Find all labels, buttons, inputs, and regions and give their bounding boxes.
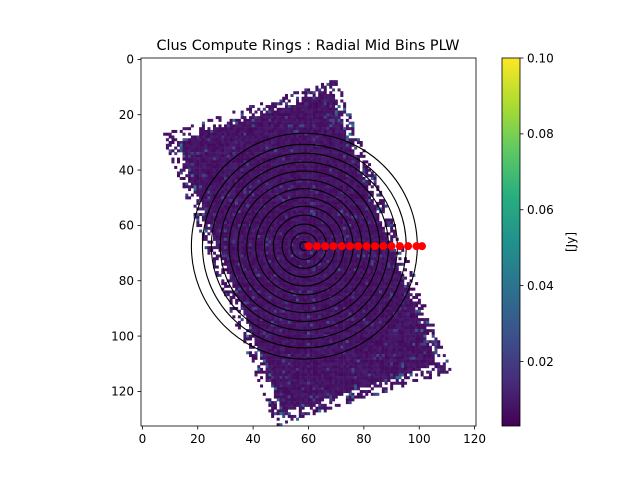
colorbar-frame bbox=[501, 57, 521, 427]
colorbar-gradient bbox=[502, 58, 520, 426]
bin-marker bbox=[329, 242, 338, 251]
bin-marker bbox=[346, 242, 355, 251]
bin-marker bbox=[337, 242, 346, 251]
y-tick-label: 20 bbox=[119, 108, 134, 122]
y-tick-label: 0 bbox=[126, 53, 134, 67]
y-tick-label: 120 bbox=[111, 385, 134, 399]
x-tick-label: 0 bbox=[139, 432, 147, 446]
colorbar-label: [Jy] bbox=[564, 232, 578, 252]
x-axis: 0 20 40 60 80 100 120 bbox=[139, 426, 486, 446]
colorbar-ticks: 0.02 0.04 0.06 0.08 0.10 bbox=[520, 51, 554, 369]
bin-marker bbox=[387, 242, 396, 251]
bin-marker bbox=[412, 242, 421, 251]
bin-markers-layer bbox=[304, 242, 427, 251]
bin-marker bbox=[418, 242, 427, 251]
bin-marker bbox=[362, 242, 371, 251]
bin-marker bbox=[304, 242, 313, 251]
colorbar-tick-label: 0.08 bbox=[527, 127, 554, 141]
bin-marker bbox=[395, 242, 404, 251]
x-tick-label: 40 bbox=[245, 432, 260, 446]
plot-area bbox=[140, 57, 477, 427]
chart-title: Clus Compute Rings : Radial Mid Bins PLW bbox=[157, 38, 460, 54]
colorbar-tick-label: 0.04 bbox=[527, 279, 554, 293]
colorbar-tick-label: 0.10 bbox=[527, 51, 554, 65]
x-tick-label: 100 bbox=[408, 432, 431, 446]
bin-marker bbox=[312, 242, 321, 251]
x-tick-label: 20 bbox=[190, 432, 205, 446]
bin-marker bbox=[354, 242, 363, 251]
colorbar: 0.02 0.04 0.06 0.08 0.10 [Jy] bbox=[501, 51, 578, 427]
x-tick-label: 80 bbox=[356, 432, 371, 446]
y-tick-label: 100 bbox=[111, 329, 134, 343]
bin-marker bbox=[404, 242, 413, 251]
ring bbox=[237, 179, 372, 314]
y-tick-label: 60 bbox=[119, 219, 134, 233]
x-tick-label: 120 bbox=[463, 432, 486, 446]
bin-marker bbox=[379, 242, 388, 251]
bin-marker bbox=[370, 242, 379, 251]
colorbar-tick-label: 0.02 bbox=[527, 355, 554, 369]
y-tick-label: 40 bbox=[119, 163, 134, 177]
colorbar-tick-label: 0.06 bbox=[527, 203, 554, 217]
y-axis: 0 20 40 60 80 100 120 bbox=[111, 53, 141, 399]
bin-marker bbox=[321, 242, 330, 251]
y-tick-label: 80 bbox=[119, 274, 134, 288]
x-tick-label: 60 bbox=[301, 432, 316, 446]
